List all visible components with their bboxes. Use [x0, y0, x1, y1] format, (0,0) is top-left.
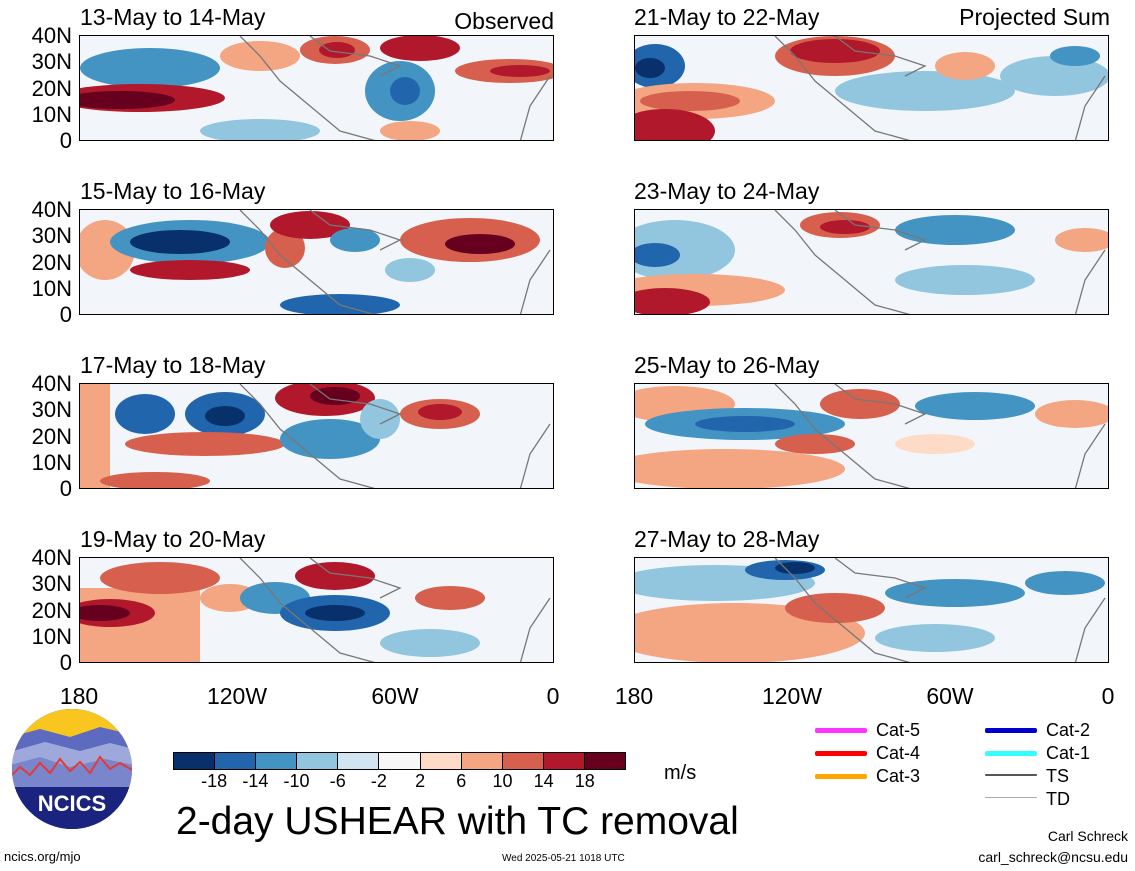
- y-tick-20n: 20N: [31, 76, 72, 101]
- legend-line-td: [985, 797, 1037, 798]
- colorbar-segment: [297, 753, 339, 769]
- units-label: m/s: [664, 762, 697, 784]
- shear-field-map: [80, 36, 553, 140]
- shear-field-map: [80, 558, 553, 662]
- y-tick-30n: 30N: [31, 49, 72, 74]
- y-tick-30n: 30N: [31, 571, 72, 596]
- colorbar-segment: [338, 753, 380, 769]
- legend-line-ts: [985, 774, 1037, 776]
- colorbar-segment: [461, 753, 503, 769]
- y-tick-10n: 10N: [31, 450, 72, 475]
- colorbar-tick-label: -2: [370, 771, 387, 791]
- legend-label-cat-4: Cat-4: [876, 743, 921, 763]
- x-tick-180-left: 180: [59, 683, 99, 709]
- legend-label-td: TD: [1046, 789, 1070, 809]
- colorbar-tick-label: 18: [574, 771, 595, 791]
- shear-field-map: [635, 558, 1108, 662]
- source-url[interactable]: ncics.org/mjo: [4, 849, 81, 864]
- timestamp: Wed 2025-05-21 1018 UTC: [502, 853, 625, 864]
- shear-field-map: [80, 210, 553, 314]
- colorbar-tick-label: 2: [415, 771, 426, 791]
- y-tick-40n: 40N: [31, 371, 72, 396]
- legend-line-cat-4: [815, 751, 867, 756]
- colorbar-tick-label: 14: [533, 771, 554, 791]
- legend-label-ts: TS: [1046, 766, 1070, 786]
- legend-line-cat-2: [985, 728, 1037, 733]
- legend-label-cat-5: Cat-5: [876, 720, 921, 740]
- projected-sum-label: Projected Sum: [959, 4, 1110, 30]
- y-tick-0: 0: [59, 128, 72, 153]
- author-email[interactable]: carl_schreck@ncsu.edu: [978, 849, 1128, 865]
- colorbar-tick-label: 6: [456, 771, 467, 791]
- y-tick-0: 0: [59, 476, 72, 501]
- colorbar-segment: [584, 753, 626, 769]
- shear-field-map: [80, 384, 553, 488]
- colorbar-tick-label: -18: [201, 771, 228, 791]
- colorbar-tick-label: -10: [283, 771, 310, 791]
- legend-line-cat-1: [985, 751, 1037, 756]
- y-tick-0: 0: [59, 650, 72, 675]
- x-tick-60w-right: 60W: [926, 683, 974, 709]
- y-tick-0: 0: [59, 302, 72, 327]
- panel-title-left-2: 15-May to 16-May: [80, 178, 266, 204]
- panel-title-right-3: 25-May to 26-May: [634, 352, 820, 378]
- y-tick-10n: 10N: [31, 276, 72, 301]
- y-tick-20n: 20N: [31, 424, 72, 449]
- colorbar-tick-label: -14: [242, 771, 269, 791]
- legend-line-cat-5: [815, 728, 867, 733]
- colorbar-tick-label: -6: [329, 771, 346, 791]
- x-tick-60w-left: 60W: [371, 683, 419, 709]
- map-panel-right-3: [634, 383, 1109, 489]
- y-tick-30n: 30N: [31, 397, 72, 422]
- legend-label-cat-1: Cat-1: [1046, 743, 1091, 763]
- panel-title-right-1: 21-May to 22-May: [634, 4, 820, 30]
- shear-field-map: [635, 210, 1108, 314]
- legend-label-cat-3: Cat-3: [876, 766, 921, 786]
- x-tick-120w-right: 120W: [761, 683, 823, 709]
- colorbar-segment: [420, 753, 462, 769]
- colorbar-segment: [379, 753, 421, 769]
- x-tick-0-right: 0: [1101, 683, 1115, 709]
- y-tick-20n: 20N: [31, 250, 72, 275]
- panel-title-right-2: 23-May to 24-May: [634, 178, 820, 204]
- y-tick-40n: 40N: [31, 197, 72, 222]
- y-tick-10n: 10N: [31, 624, 72, 649]
- colorbar-segment: [215, 753, 257, 769]
- y-tick-10n: 10N: [31, 102, 72, 127]
- panel-title-left-1: 13-May to 14-May: [80, 4, 266, 30]
- colorbar-tick-label: 10: [492, 771, 513, 791]
- map-panel-left-4: [79, 557, 554, 663]
- shear-field-map: [635, 36, 1108, 140]
- colorbar-segment: [543, 753, 585, 769]
- y-tick-20n: 20N: [31, 598, 72, 623]
- figure-title: 2-day USHEAR with TC removal: [176, 800, 739, 843]
- map-panel-left-3: [79, 383, 554, 489]
- colorbar-segment: [256, 753, 298, 769]
- colorbar-segment: [174, 753, 216, 769]
- colorbar-segment: [502, 753, 544, 769]
- panel-title-left-3: 17-May to 18-May: [80, 352, 266, 378]
- ncics-logo: NCICS: [10, 707, 134, 831]
- x-tick-180-right: 180: [614, 683, 654, 709]
- shear-field-map: [635, 384, 1108, 488]
- map-panel-right-2: [634, 209, 1109, 315]
- map-panel-left-1: [79, 35, 554, 141]
- panel-title-right-4: 27-May to 28-May: [634, 526, 820, 552]
- x-tick-0-left: 0: [546, 683, 560, 709]
- map-panel-left-2: [79, 209, 554, 315]
- x-tick-120w-left: 120W: [206, 683, 268, 709]
- legend-line-cat-3: [815, 774, 867, 779]
- legend-label-cat-2: Cat-2: [1046, 720, 1091, 740]
- y-tick-40n: 40N: [31, 545, 72, 570]
- y-tick-30n: 30N: [31, 223, 72, 248]
- observed-label: Observed: [454, 8, 554, 34]
- y-tick-40n: 40N: [31, 23, 72, 48]
- map-panel-right-1: [634, 35, 1109, 141]
- map-panel-right-4: [634, 557, 1109, 663]
- author-name: Carl Schreck: [1047, 828, 1128, 844]
- colorbar: [173, 752, 626, 770]
- panel-title-left-4: 19-May to 20-May: [80, 526, 266, 552]
- logo-text: NCICS: [38, 791, 106, 816]
